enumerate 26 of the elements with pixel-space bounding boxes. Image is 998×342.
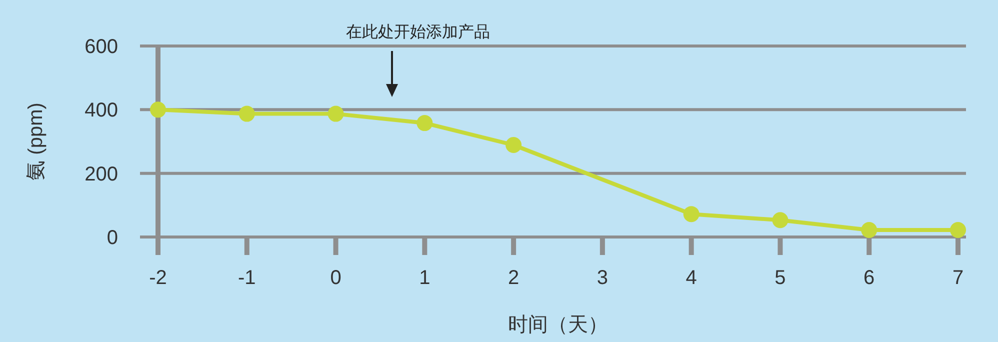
x-tick-label: 3: [596, 267, 608, 289]
y-tick-label: 600: [84, 36, 118, 58]
point: [506, 137, 522, 153]
x-axis-title: 时间（天）: [508, 314, 608, 336]
x-tick-label: 5: [774, 267, 786, 289]
x-tick-label: 7: [952, 267, 964, 289]
point: [238, 106, 255, 122]
x-tick-label: 0: [330, 267, 342, 289]
point: [772, 212, 788, 228]
x-tick-label: -2: [149, 267, 167, 289]
x-tick-label: 6: [864, 267, 875, 289]
point: [328, 106, 344, 122]
x-tick-label: 2: [508, 267, 520, 289]
y-tick-label: 0: [106, 227, 118, 249]
point: [683, 206, 700, 222]
y-tick-label: 400: [84, 100, 118, 122]
point: [861, 222, 878, 238]
text: 在此处开始添加产品: [346, 23, 490, 41]
x-tick-label: -1: [238, 267, 256, 289]
point: [150, 102, 166, 118]
x-tick-label: 1: [419, 267, 430, 289]
y-tick-label: 200: [84, 163, 118, 186]
point: [950, 222, 966, 238]
y-axis-title: 氨 (ppm): [25, 102, 47, 180]
point: [416, 115, 433, 132]
x-tick-label: 4: [686, 267, 697, 289]
